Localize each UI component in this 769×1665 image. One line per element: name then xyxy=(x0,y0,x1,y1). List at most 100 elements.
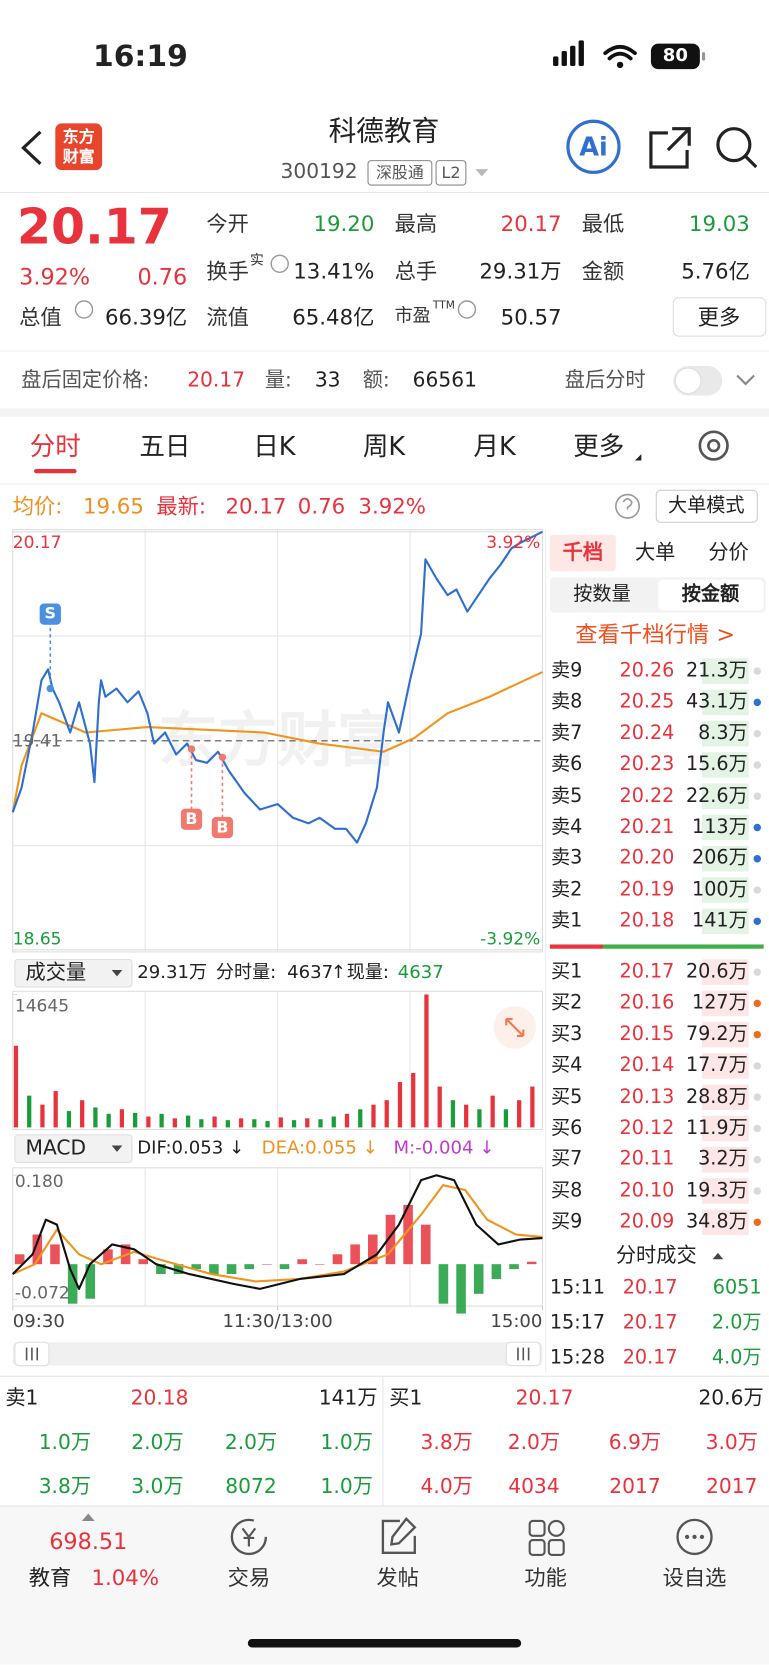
index-value[interactable]: 698.51 xyxy=(49,1528,128,1555)
y-tick-label: 18.65 xyxy=(12,928,62,949)
nav-icon-dot xyxy=(699,1534,705,1540)
tab[interactable]: 日K xyxy=(253,431,296,462)
ai-button[interactable] xyxy=(566,119,621,174)
settings-button[interactable] xyxy=(698,430,729,461)
back-button[interactable] xyxy=(21,130,42,165)
tab[interactable]: 更多 xyxy=(573,431,625,462)
depth-tab[interactable]: 大单 xyxy=(634,540,676,565)
more-label[interactable]: 更多 xyxy=(697,304,741,330)
depth-label: 买3 xyxy=(550,1022,583,1046)
change: 0.76 xyxy=(137,264,188,290)
depth-link[interactable]: 查看千档行情 > xyxy=(575,621,736,648)
nav-item[interactable]: 设自选 xyxy=(662,1564,727,1591)
depth-amount: 206万 xyxy=(692,847,748,870)
status-time: 16:19 xyxy=(92,38,188,74)
volume-bar xyxy=(185,1115,191,1128)
nav-item[interactable]: 功能 xyxy=(524,1564,567,1591)
trade-price: 20.17 xyxy=(622,1311,678,1334)
field-value: 66.39亿 xyxy=(105,304,188,330)
share-button[interactable] xyxy=(649,127,691,169)
tag: L2 xyxy=(441,163,461,183)
macd-bar xyxy=(138,1259,149,1265)
summary-amount: 20.6万 xyxy=(698,1386,764,1410)
depth-amount-bg xyxy=(701,783,749,809)
depth-label: 买9 xyxy=(550,1210,583,1233)
summary-price: 20.18 xyxy=(130,1386,189,1410)
select-arrow xyxy=(111,1145,123,1152)
nav-icon-detail xyxy=(241,1527,257,1547)
tab[interactable]: 周K xyxy=(362,431,406,462)
macd-bar xyxy=(226,1264,237,1275)
depth-price: 20.12 xyxy=(619,1116,675,1140)
depth-price: 20.14 xyxy=(619,1054,675,1077)
nav-icon[interactable] xyxy=(230,1518,268,1556)
macd-bar xyxy=(262,1264,272,1265)
nav-icon[interactable] xyxy=(528,1539,546,1557)
mode-button[interactable] xyxy=(655,489,758,523)
field-label: 市盈 xyxy=(394,305,431,328)
depth-amount-bg xyxy=(701,814,749,841)
volume-bar xyxy=(291,1120,297,1128)
nav-icon[interactable] xyxy=(528,1519,546,1537)
depth-tab[interactable]: 千档 xyxy=(562,540,604,565)
macd-m: M:-0.004 ↓ xyxy=(393,1137,495,1159)
nav-icon-dot xyxy=(684,1534,690,1540)
depth-label: 卖6 xyxy=(550,753,583,776)
depth-amount: 34.8万 xyxy=(685,1210,748,1233)
macd-bar xyxy=(473,1264,484,1294)
field-label: 流值 xyxy=(206,304,249,330)
tab[interactable]: 月K xyxy=(473,431,516,462)
indicator-select[interactable] xyxy=(14,1134,133,1164)
depth-mode-active xyxy=(658,579,764,611)
depth-price: 20.24 xyxy=(619,721,675,745)
macd-bar xyxy=(526,1261,537,1265)
summary-cell: 3.8万 xyxy=(38,1474,92,1499)
nav-item[interactable]: 发帖 xyxy=(376,1564,420,1591)
mode-label[interactable]: 大单模式 xyxy=(667,494,745,517)
more-button[interactable] xyxy=(672,297,767,337)
depth-label: 买5 xyxy=(550,1085,583,1108)
depth-dot xyxy=(753,917,762,926)
depth-price: 20.21 xyxy=(619,815,675,839)
y-tick-label: 14645 xyxy=(14,995,70,1016)
change-pct: 3.92% xyxy=(19,264,91,290)
x-tick-label: 15:00 xyxy=(490,1310,543,1333)
depth-amount: 20.6万 xyxy=(685,960,748,983)
search-button[interactable] xyxy=(716,127,752,163)
depth-mode[interactable]: 按数量 xyxy=(573,582,631,606)
scrollbar[interactable] xyxy=(12,1342,543,1366)
annotation-badge xyxy=(39,603,61,625)
logo-text: 东方 xyxy=(62,127,95,147)
indicator-select[interactable] xyxy=(14,958,133,988)
depth-amount-bg xyxy=(701,1021,749,1048)
nav-icon[interactable] xyxy=(547,1519,565,1537)
nav-icon[interactable] xyxy=(547,1539,565,1557)
field-label: 总手 xyxy=(394,258,438,284)
depth-dot xyxy=(753,1124,762,1133)
tab[interactable]: 五日 xyxy=(139,431,191,462)
series-line xyxy=(11,671,543,813)
tab[interactable]: 分时 xyxy=(29,431,81,462)
depth-amount-bg xyxy=(701,658,749,684)
volume-bar xyxy=(437,1086,442,1128)
series-line xyxy=(12,1184,543,1283)
summary-cell: 2017 xyxy=(609,1474,661,1499)
depth-label: 买7 xyxy=(550,1148,583,1171)
macd-bar xyxy=(173,1264,184,1275)
nav-icon[interactable] xyxy=(381,1517,417,1555)
trades-title[interactable]: 分时成交 xyxy=(615,1243,697,1268)
nav-caret xyxy=(81,1513,95,1521)
nav-item[interactable]: 交易 xyxy=(227,1564,271,1591)
macd-bar xyxy=(368,1234,378,1265)
depth-tab[interactable]: 分价 xyxy=(708,540,749,565)
depth-mode[interactable]: 按金额 xyxy=(681,582,740,606)
volume-bar xyxy=(318,1119,323,1128)
ah-amt: 66561 xyxy=(412,368,477,392)
select-arrow xyxy=(111,970,123,977)
field-value: 5.76亿 xyxy=(681,258,750,284)
volume-bar xyxy=(40,1104,45,1128)
nav-icon[interactable] xyxy=(676,1518,713,1556)
depth-dot xyxy=(753,698,762,707)
chevron xyxy=(736,374,755,386)
battery xyxy=(650,43,700,70)
